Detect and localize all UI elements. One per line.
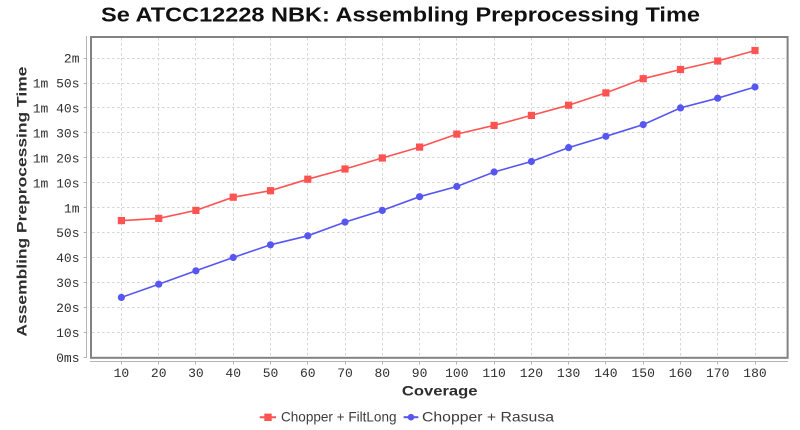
svg-text:Assembling Preprocessing Time: Assembling Preprocessing Time — [14, 66, 30, 336]
svg-text:Coverage: Coverage — [402, 383, 478, 399]
svg-text:120: 120 — [520, 366, 543, 381]
svg-text:70: 70 — [337, 366, 353, 381]
svg-text:150: 150 — [631, 366, 654, 381]
svg-text:40s: 40s — [56, 251, 79, 266]
svg-text:1m 40s: 1m 40s — [33, 102, 80, 117]
svg-text:130: 130 — [557, 366, 580, 381]
svg-text:160: 160 — [669, 366, 692, 381]
svg-text:Chopper + Rasusa: Chopper + Rasusa — [422, 408, 554, 424]
svg-text:20: 20 — [151, 366, 167, 381]
svg-text:170: 170 — [706, 366, 729, 381]
svg-text:60: 60 — [300, 366, 316, 381]
svg-text:2m: 2m — [64, 52, 80, 67]
svg-text:1m 50s: 1m 50s — [33, 77, 80, 92]
svg-text:10: 10 — [114, 366, 130, 381]
svg-text:0ms: 0ms — [56, 351, 79, 366]
svg-text:180: 180 — [743, 366, 766, 381]
svg-text:40: 40 — [225, 366, 241, 381]
svg-text:1m: 1m — [64, 201, 80, 216]
svg-text:80: 80 — [374, 366, 390, 381]
svg-text:110: 110 — [482, 366, 505, 381]
svg-text:30s: 30s — [56, 276, 79, 291]
svg-text:50s: 50s — [56, 226, 79, 241]
svg-text:1m 30s: 1m 30s — [33, 126, 80, 141]
svg-text:Chopper + FiltLong: Chopper + FiltLong — [281, 408, 397, 424]
svg-text:10s: 10s — [56, 326, 79, 341]
svg-text:20s: 20s — [56, 301, 79, 316]
svg-text:30: 30 — [188, 366, 204, 381]
svg-text:1m 10s: 1m 10s — [33, 176, 80, 191]
svg-text:140: 140 — [594, 366, 617, 381]
svg-text:100: 100 — [445, 366, 468, 381]
svg-text:1m 20s: 1m 20s — [33, 151, 80, 166]
svg-text:90: 90 — [412, 366, 428, 381]
svg-text:50: 50 — [263, 366, 279, 381]
svg-text:Se ATCC12228 NBK: Assembling P: Se ATCC12228 NBK: Assembling Preprocessi… — [101, 5, 700, 27]
